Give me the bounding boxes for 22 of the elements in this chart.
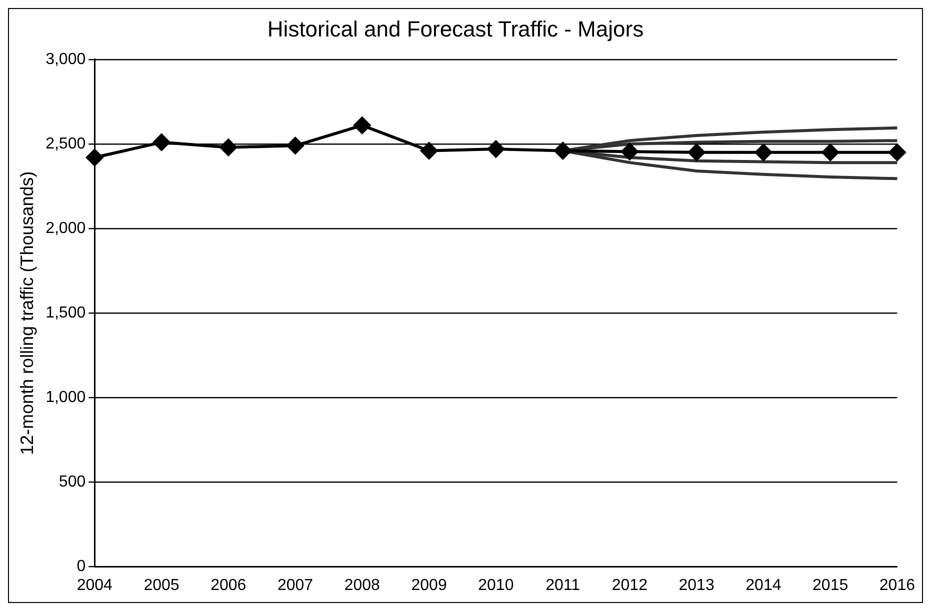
x-tick-label: 2011 xyxy=(546,576,580,594)
x-tick-label: 2008 xyxy=(344,576,380,594)
x-tick-label: 2004 xyxy=(76,576,113,594)
y-tick-label: 1,500 xyxy=(46,304,86,322)
y-tick-label: 3,000 xyxy=(46,50,86,68)
chart-title: Historical and Forecast Traffic - Majors xyxy=(267,16,644,42)
x-tick-label: 2006 xyxy=(210,576,246,594)
x-tick-label: 2007 xyxy=(277,576,314,594)
x-tick-label: 2009 xyxy=(411,576,447,594)
y-tick-label: 0 xyxy=(76,558,86,576)
y-tick-label: 2,500 xyxy=(46,135,86,152)
x-tick-label: 2014 xyxy=(746,576,782,594)
y-tick-label: 500 xyxy=(58,474,86,491)
x-tick-label: 2005 xyxy=(144,576,180,594)
y-tick-label: 1,000 xyxy=(46,389,86,406)
y-tick-label: 2,000 xyxy=(46,220,86,237)
x-tick-label: 2015 xyxy=(812,576,848,594)
x-tick-label: 2013 xyxy=(678,576,714,594)
x-tick-label: 2012 xyxy=(612,576,648,594)
x-tick-label: 2010 xyxy=(478,576,514,594)
y-axis-title: 12-month rolling traffic (Thousands) xyxy=(16,171,37,456)
x-tick-label: 2016 xyxy=(879,576,916,594)
